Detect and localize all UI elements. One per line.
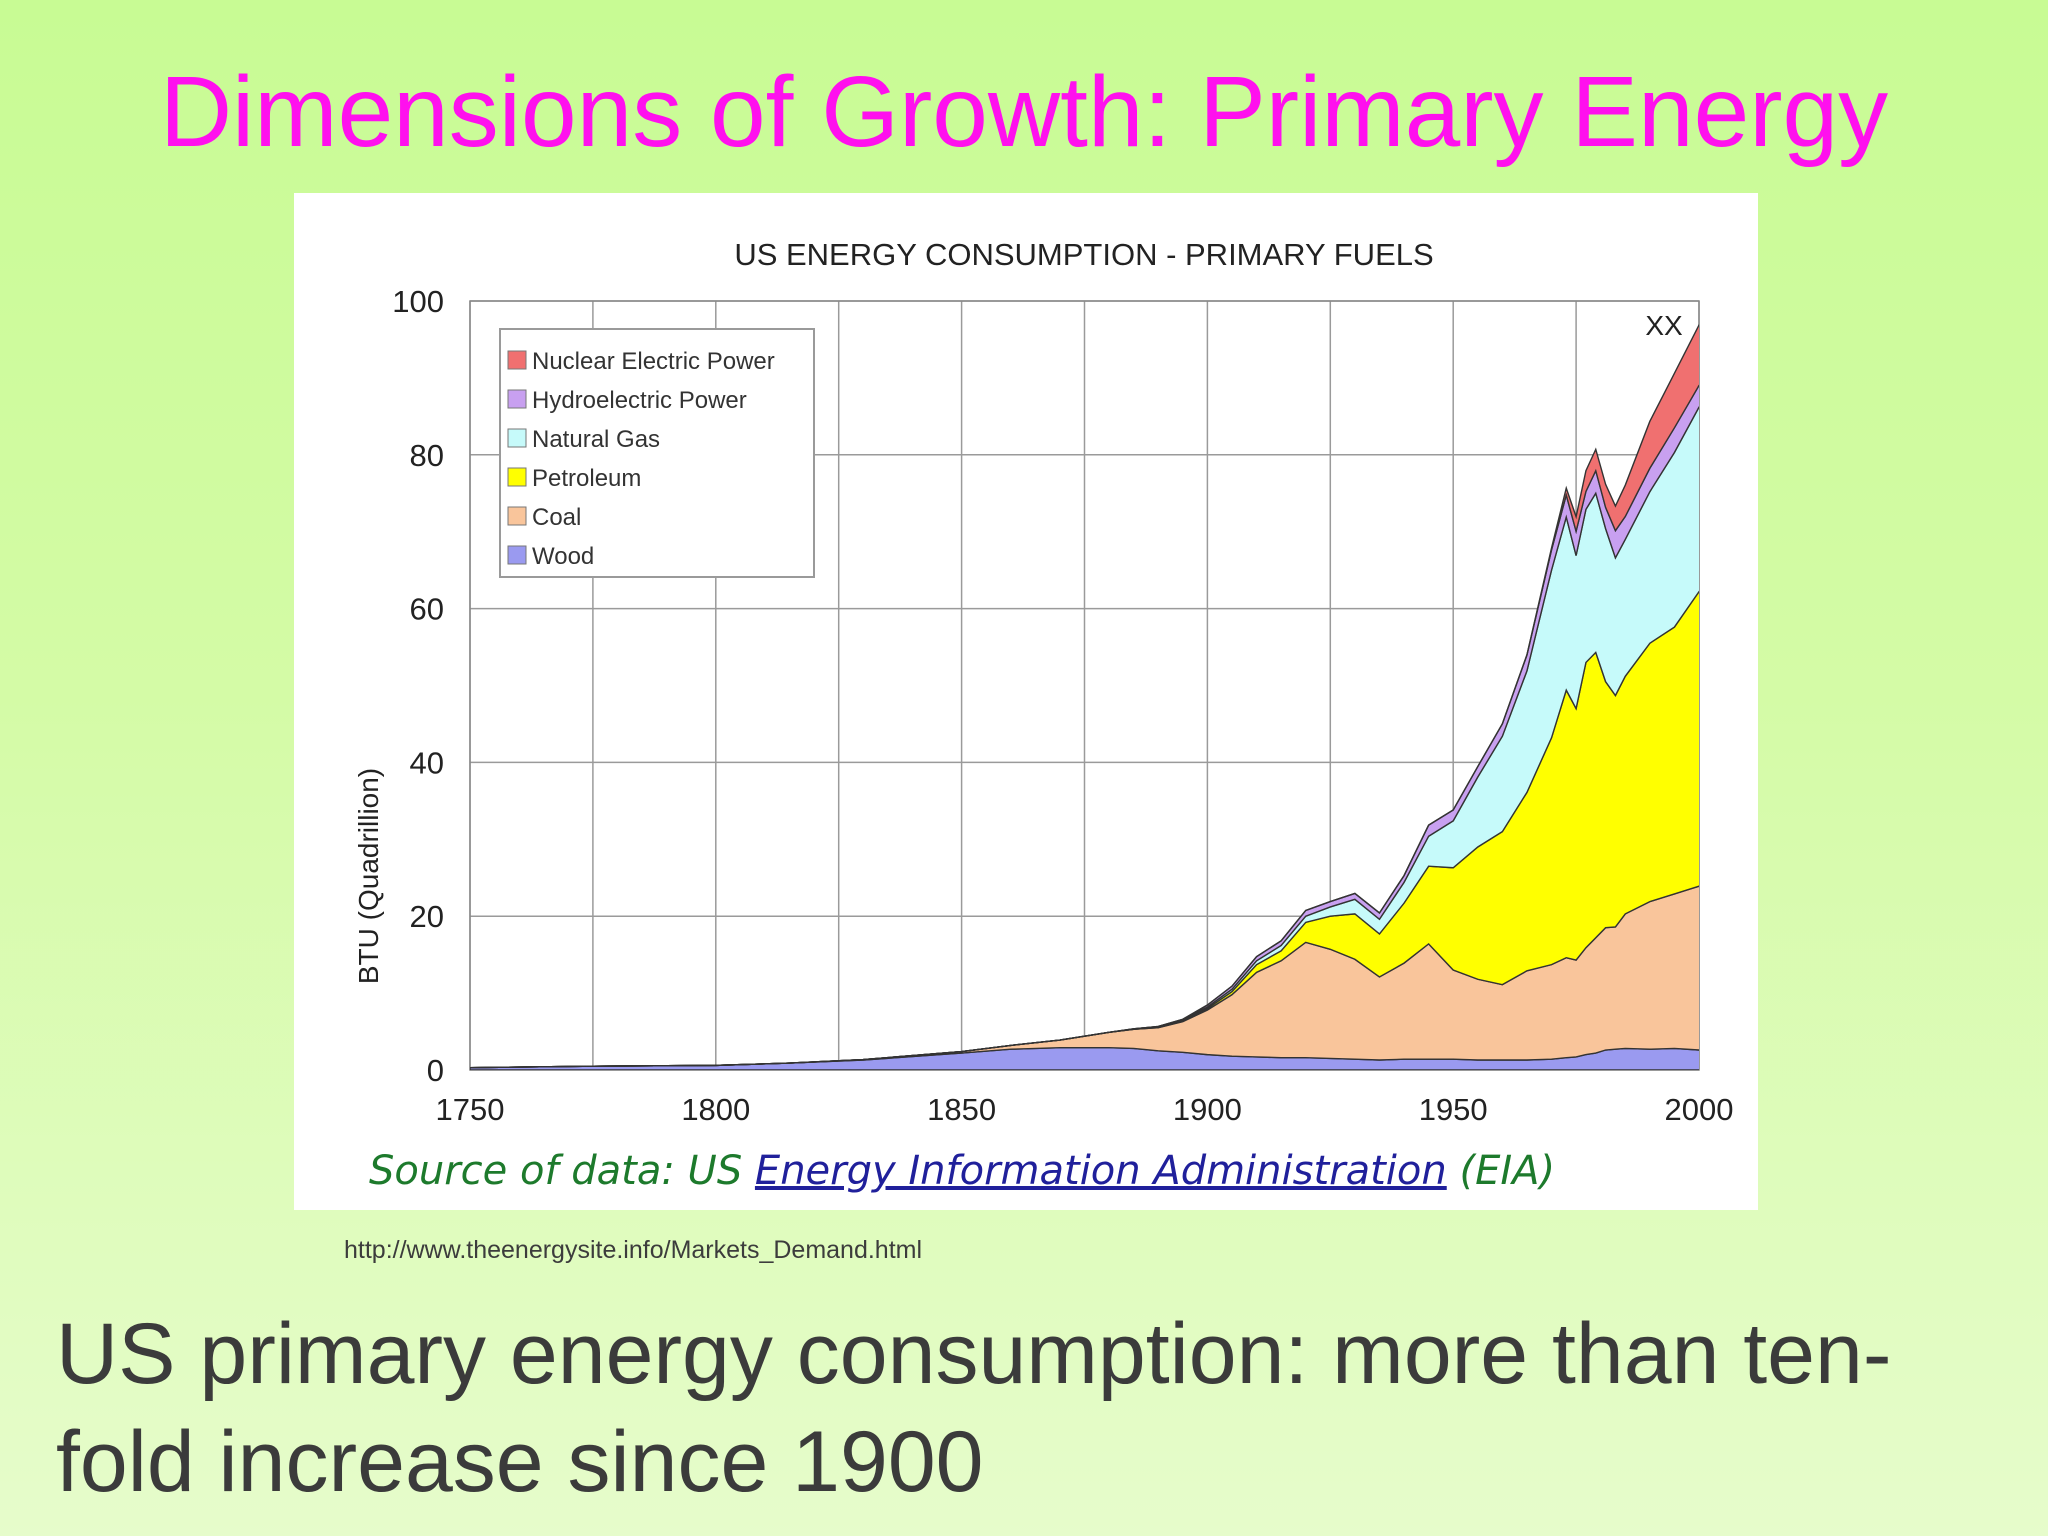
- legend-swatch: [507, 350, 527, 370]
- y-tick-label: 40: [410, 745, 444, 780]
- eia-link[interactable]: Energy Information Administration: [754, 1148, 1447, 1194]
- legend-label: Wood: [532, 543, 594, 570]
- source-prefix: Source of data: US: [369, 1148, 755, 1194]
- source-line: Source of data: US Energy Information Ad…: [369, 1148, 1749, 1194]
- x-tick-label: 2000: [1665, 1092, 1734, 1127]
- energy-chart: 1750 1800 1850 1900 1950 2000 0 20 40 60 80 100 US …: [353, 237, 1733, 1127]
- x-tick-label: 1750: [436, 1092, 505, 1127]
- legend-label: Natural Gas: [532, 426, 660, 453]
- chart-annotation: XX: [1645, 310, 1683, 341]
- y-tick-label: 100: [392, 284, 444, 319]
- y-tick-label: 20: [410, 899, 444, 934]
- area-nuclear-electric-power: [470, 324, 1699, 1069]
- legend-label: Coal: [532, 504, 581, 531]
- chart-areas: [470, 324, 1699, 1070]
- x-tick-label: 1900: [1173, 1092, 1242, 1127]
- legend-label: Petroleum: [532, 465, 641, 492]
- y-tick-label: 0: [427, 1053, 444, 1088]
- legend-box: [499, 328, 815, 578]
- legend-swatch: [507, 506, 527, 526]
- y-tick-label: 80: [410, 438, 444, 473]
- slide-title: Dimensions of Growth: Primary Energy: [159, 56, 1889, 168]
- y-axis-label: BTU (Quadrillion): [353, 768, 384, 984]
- y-tick-label: 60: [410, 592, 444, 627]
- slide-caption: US primary energy consumption: more than…: [56, 1306, 1892, 1510]
- chart-figure: 1750 1800 1850 1900 1950 2000 0 20 40 60 80 100 US …: [294, 193, 1758, 1210]
- chart-title: US ENERGY CONSUMPTION - PRIMARY FUELS: [734, 237, 1433, 272]
- x-tick-label: 1850: [927, 1092, 996, 1127]
- chart-ticks: 1750 1800 1850 1900 1950 2000 0 20 40 60 80 100: [392, 284, 1733, 1127]
- legend-swatch: [507, 545, 527, 565]
- x-tick-label: 1800: [681, 1092, 750, 1127]
- source-url[interactable]: http://www.theenergysite.info/Markets_De…: [344, 1236, 923, 1264]
- legend-swatch: [507, 467, 527, 487]
- legend-swatch: [507, 389, 527, 409]
- legend-label: Nuclear Electric Power: [532, 348, 775, 375]
- legend-label: Hydroelectric Power: [532, 387, 747, 414]
- legend-swatch: [507, 428, 527, 448]
- x-tick-label: 1950: [1419, 1092, 1488, 1127]
- chart-legend: Nuclear Electric Power Hydroelectric Powe…: [499, 328, 815, 578]
- source-suffix: (EIA): [1446, 1148, 1556, 1194]
